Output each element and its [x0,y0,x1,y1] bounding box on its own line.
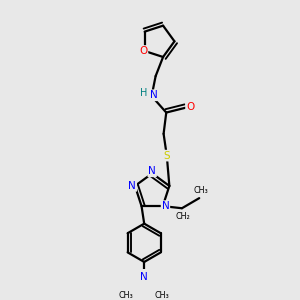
Text: O: O [186,102,194,112]
Text: N: N [150,90,158,100]
Text: CH₃: CH₃ [155,291,170,300]
Text: S: S [164,151,170,160]
Text: N: N [162,201,169,211]
Text: CH₂: CH₂ [175,212,190,221]
Text: N: N [148,166,156,176]
Text: N: N [128,181,136,191]
Text: N: N [140,272,148,282]
Text: CH₃: CH₃ [119,291,134,300]
Text: O: O [139,46,147,56]
Text: H: H [140,88,147,98]
Text: CH₃: CH₃ [193,186,208,195]
